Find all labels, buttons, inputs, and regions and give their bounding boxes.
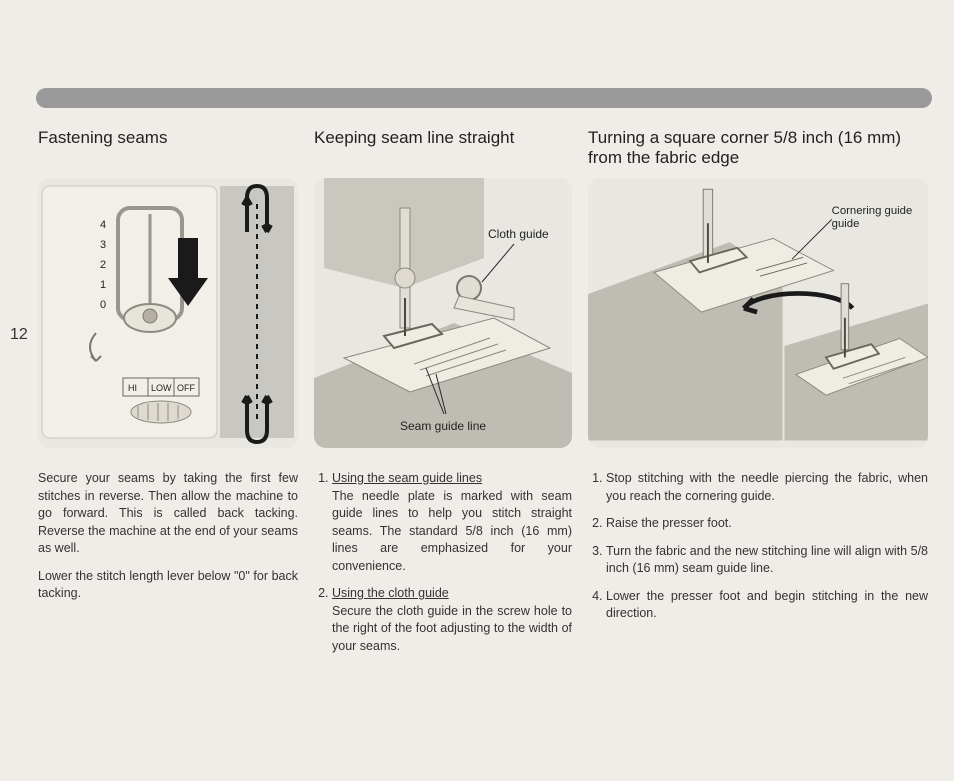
switch-off: OFF	[177, 383, 195, 393]
dial-1: 1	[100, 279, 106, 291]
switch-low: LOW	[151, 383, 172, 393]
label-seam-guide: Seam guide line	[400, 419, 486, 433]
keeping-illustration: Cloth guide	[314, 178, 572, 448]
section-title: Fastening seams	[38, 128, 298, 168]
label-cornering-1: Cornering guide	[832, 205, 913, 217]
paragraph: Lower the stitch length lever below "0" …	[38, 568, 298, 603]
turning-illustration: Cornering guide guide	[588, 178, 928, 448]
keeping-list: Using the seam guide lines The needle pl…	[314, 470, 572, 655]
item-text: Secure the cloth guide in the screw hole…	[332, 604, 572, 653]
list-item: Using the cloth guide Secure the cloth g…	[332, 585, 572, 655]
fastening-illustration: 4 3 2 1 0 HI	[38, 178, 298, 448]
turning-steps: Stop stitching with the needle piercing …	[588, 470, 928, 623]
list-item: Lower the presser foot and begin stitchi…	[606, 588, 928, 623]
manual-page: 12 Fastening seams 4 3 2 1 0	[0, 0, 954, 781]
section-title: Turning a square corner 5/8 inch (16 mm)…	[588, 128, 928, 168]
content-columns: Fastening seams 4 3 2 1 0	[24, 128, 930, 665]
dial-2: 2	[100, 259, 106, 271]
turning-text: Stop stitching with the needle piercing …	[588, 470, 928, 633]
list-item: Turn the fabric and the new stitching li…	[606, 543, 928, 578]
item-text: The needle plate is marked with seam gui…	[332, 489, 572, 573]
header-divider-bar	[36, 88, 932, 108]
list-item: Stop stitching with the needle piercing …	[606, 470, 928, 505]
fastening-text: Secure your seams by taking the first fe…	[38, 470, 298, 613]
dial-0: 0	[100, 299, 106, 311]
item-heading: Using the cloth guide	[332, 585, 572, 603]
label-cloth-guide: Cloth guide	[488, 227, 549, 241]
section-keeping: Keeping seam line straight Cloth guide	[314, 128, 572, 665]
keeping-text: Using the seam guide lines The needle pl…	[314, 470, 572, 665]
page-number: 12	[10, 326, 28, 344]
label-cornering-2: guide	[832, 218, 860, 230]
section-fastening: Fastening seams 4 3 2 1 0	[38, 128, 298, 665]
item-heading: Using the seam guide lines	[332, 470, 572, 488]
section-turning: Turning a square corner 5/8 inch (16 mm)…	[588, 128, 928, 665]
section-title: Keeping seam line straight	[314, 128, 572, 168]
paragraph: Secure your seams by taking the first fe…	[38, 470, 298, 558]
dial-3: 3	[100, 239, 106, 251]
list-item: Raise the presser foot.	[606, 515, 928, 533]
switch-hi: HI	[128, 383, 137, 393]
dial-4: 4	[100, 219, 106, 231]
list-item: Using the seam guide lines The needle pl…	[332, 470, 572, 575]
